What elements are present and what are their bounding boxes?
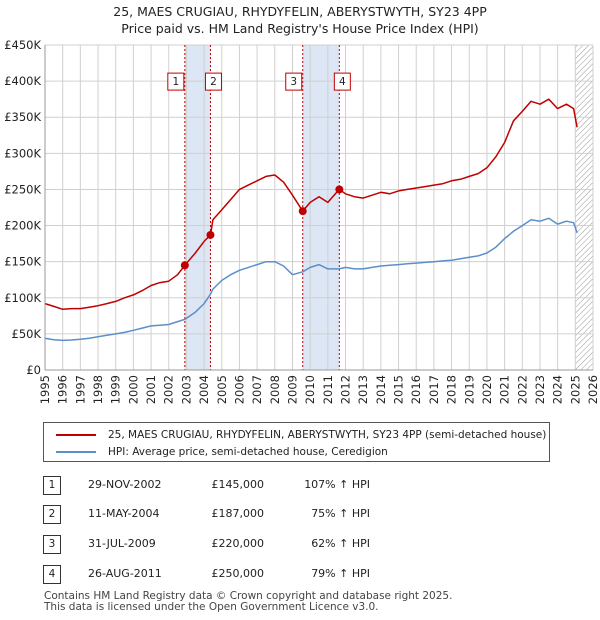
x-tick-label: 2002 [162,375,176,404]
x-tick-label: 2004 [197,375,211,404]
legend-swatch-hpi [56,451,96,453]
legend-swatch-property [56,434,96,436]
sale-date: 31-JUL-2009 [88,537,156,550]
sale-number-badge: 3 [43,535,61,554]
sale-price: £145,000 [211,478,265,491]
sale-price: £187,000 [211,507,265,520]
sale-marker-box [285,72,303,91]
sale-hpi-change: 62% ↑ HPI [311,537,370,550]
sale-marker-label: 3 [290,76,297,88]
sale-point [206,230,215,239]
sale-date: 26-AUG-2011 [88,567,162,580]
x-tick-label: 2013 [356,375,370,404]
x-tick-label: 2019 [462,375,476,404]
x-tick-label: 2005 [215,375,229,404]
chart-title: 25, MAES CRUGIAU, RHYDYFELIN, ABERYSTWYT… [113,4,487,19]
x-tick-label: 2011 [321,375,335,404]
sale-marker-label: 2 [210,76,217,88]
x-tick-label: 2024 [551,375,565,404]
x-tick-label: 2009 [285,375,299,404]
y-tick-label: £200K [4,219,41,233]
sale-number-badge: 4 [43,565,61,584]
sale-marker-box [204,72,222,91]
sale-price: £250,000 [211,567,265,580]
series-line-property [44,98,578,311]
x-tick-label: 2003 [179,375,193,404]
x-tick-label: 1995 [38,375,52,404]
x-tick-label: 2021 [498,375,512,404]
chart-legend: 25, MAES CRUGIAU, RHYDYFELIN, ABERYSTWYT… [43,422,550,462]
y-tick-label: £100K [4,291,41,305]
x-tick-label: 2000 [126,375,140,404]
x-tick-label: 2025 [568,375,582,404]
sale-date: 29-NOV-2002 [88,478,162,491]
forecast-hatch [575,45,593,370]
sale-row: 1 29-NOV-2002 £145,000 107% ↑ HPI [0,476,600,496]
legend-item-hpi: HPI: Average price, semi-detached house,… [56,444,388,460]
sale-marker-label: 1 [172,76,179,88]
x-tick-label: 2022 [515,375,529,404]
x-tick-label: 2001 [144,375,158,404]
x-tick-label: 2020 [480,375,494,404]
sale-hpi-change: 75% ↑ HPI [311,507,370,520]
chart-subtitle: Price paid vs. HM Land Registry's House … [121,21,479,36]
legend-item-property: 25, MAES CRUGIAU, RHYDYFELIN, ABERYSTWYT… [56,427,546,443]
sale-number-badge: 1 [43,476,61,495]
sale-point [180,261,189,270]
sale-period-band [302,45,340,370]
sale-point [298,207,307,216]
sale-number-badge: 2 [43,505,61,524]
sale-marker-box [333,72,351,91]
y-tick-label: £50K [12,327,42,341]
x-tick-label: 2018 [445,375,459,404]
sale-marker-label: 4 [339,76,346,88]
x-tick-label: 2014 [374,375,388,404]
sale-hpi-change: 79% ↑ HPI [311,567,370,580]
y-tick-label: £250K [4,182,41,196]
x-tick-label: 2008 [268,375,282,404]
y-tick-label: £150K [4,255,41,269]
x-tick-label: 2026 [586,375,600,404]
x-tick-label: 2012 [339,375,353,404]
x-tick-label: 2007 [250,375,264,404]
sale-hpi-change: 107% ↑ HPI [304,478,370,491]
x-tick-label: 2010 [303,375,317,404]
legend-label-hpi: HPI: Average price, semi-detached house,… [108,446,388,458]
x-tick-label: 2023 [533,375,547,404]
series-line-hpi [44,217,578,342]
x-tick-label: 2016 [409,375,423,404]
y-tick-label: £350K [4,110,41,124]
y-tick-label: £400K [4,74,41,88]
x-tick-label: 2017 [427,375,441,404]
sale-point [335,185,344,194]
footer-licence: This data is licensed under the Open Gov… [44,601,379,613]
x-tick-label: 2006 [232,375,246,404]
y-tick-label: £0 [26,363,41,377]
x-tick-label: 1999 [109,375,123,404]
x-tick-label: 1997 [73,375,87,404]
sale-period-band [184,45,211,370]
x-tick-label: 2015 [392,375,406,404]
footer-copyright: Contains HM Land Registry data © Crown c… [44,590,453,602]
sale-row: 2 11-MAY-2004 £187,000 75% ↑ HPI [0,505,600,525]
sale-marker-box [167,72,185,91]
sale-row: 3 31-JUL-2009 £220,000 62% ↑ HPI [0,535,600,555]
sale-date: 11-MAY-2004 [88,507,160,520]
legend-label-property: 25, MAES CRUGIAU, RHYDYFELIN, ABERYSTWYT… [108,429,547,441]
y-tick-label: £300K [4,146,41,160]
x-tick-label: 1996 [56,375,70,404]
sale-row: 4 26-AUG-2011 £250,000 79% ↑ HPI [0,565,600,585]
sale-price: £220,000 [211,537,265,550]
price-chart: 1 2 3 4 £0 £50K £100K £150K £200K £250K £300K £350K… [4,38,600,404]
x-tick-label: 1998 [91,375,105,404]
y-tick-label: £450K [4,38,41,52]
